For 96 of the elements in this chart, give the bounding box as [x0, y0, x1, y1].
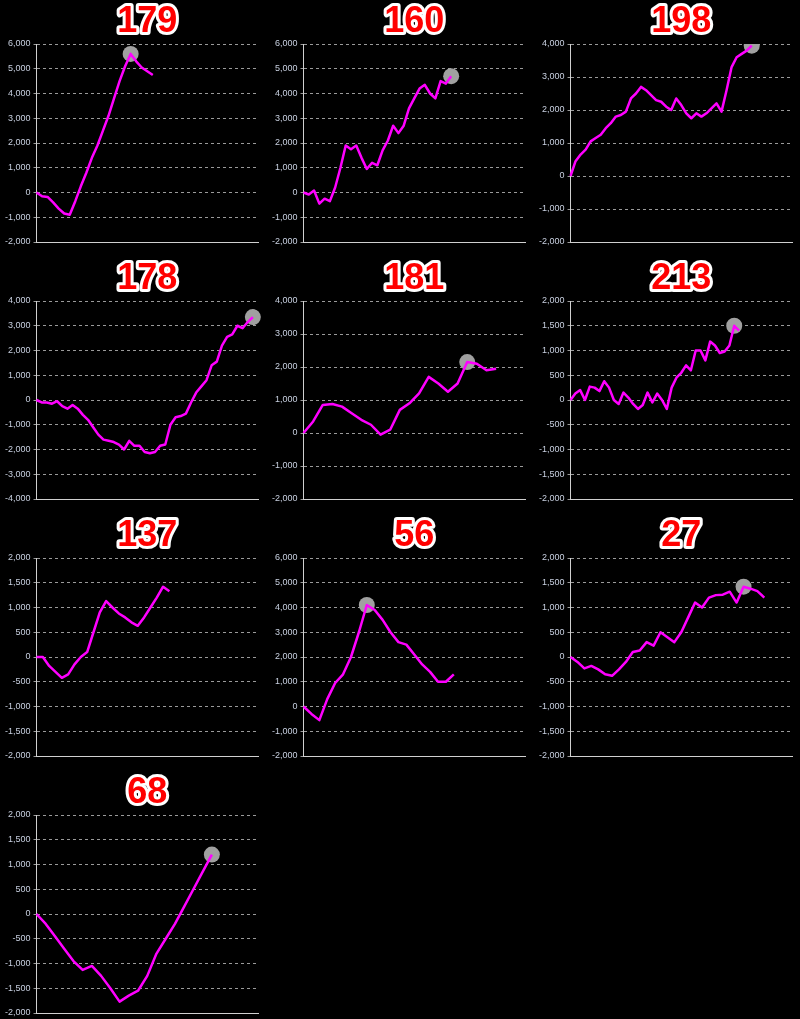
chart-title: 178: [117, 255, 178, 297]
y-tick-label: 0: [559, 170, 565, 181]
y-tick-label: -500: [546, 676, 565, 687]
y-tick-label: 4,000: [7, 295, 31, 306]
y-tick-label: -2,000: [4, 750, 31, 761]
y-tick-label: 0: [25, 394, 31, 405]
y-tick-label: -1,500: [4, 725, 31, 736]
y-tick-label: 3,000: [274, 328, 298, 339]
y-tick-label: 3,000: [7, 112, 31, 123]
y-tick-label: 4,000: [274, 601, 298, 612]
y-tick-label: 0: [292, 427, 298, 438]
y-tick-label: 1,000: [274, 394, 298, 405]
y-tick-label: 4,000: [274, 87, 298, 98]
y-tick-label: -1,500: [538, 468, 565, 479]
y-tick-label: -1,000: [4, 700, 31, 711]
y-tick-label: -1,000: [538, 443, 565, 454]
y-tick-label: 4,000: [7, 87, 31, 98]
y-tick-label: 3,000: [274, 112, 298, 123]
y-tick-label: -2,000: [4, 443, 31, 454]
y-tick-label: -2,000: [271, 493, 298, 504]
y-tick-label: 1,000: [7, 601, 31, 612]
y-tick-label: -1,500: [538, 725, 565, 736]
y-tick-label: 1,000: [541, 601, 565, 612]
y-tick-label: 0: [25, 186, 31, 197]
chart-title: 213: [651, 255, 712, 297]
y-tick-label: -500: [12, 676, 31, 687]
y-tick-label: 0: [292, 186, 298, 197]
y-tick-label: 4,000: [274, 295, 298, 306]
y-tick-label: 1,000: [7, 369, 31, 380]
y-tick-label: -500: [546, 419, 565, 430]
y-tick-label: 6,000: [7, 38, 31, 49]
y-tick-label: 0: [559, 651, 565, 662]
chart-title: 181: [384, 255, 445, 297]
y-tick-label: 0: [559, 394, 565, 405]
y-tick-label: -1,500: [4, 982, 31, 993]
y-tick-label: 2,000: [7, 344, 31, 355]
y-tick-label: 0: [25, 651, 31, 662]
y-tick-label: 1,500: [541, 577, 565, 588]
y-tick-label: 6,000: [274, 38, 298, 49]
y-tick-label: -2,000: [538, 236, 565, 247]
y-tick-label: 3,000: [7, 320, 31, 331]
chart-title: 68: [127, 769, 168, 811]
y-tick-label: 1,500: [7, 834, 31, 845]
y-tick-label: -2,000: [4, 1007, 31, 1018]
y-tick-label: 5,000: [274, 577, 298, 588]
chart-title: 27: [661, 512, 702, 554]
y-tick-label: 500: [15, 883, 31, 894]
y-tick-label: 2,000: [541, 295, 565, 306]
y-tick-label: 2,000: [7, 809, 31, 820]
y-tick-label: 5,000: [274, 63, 298, 74]
y-tick-label: 4,000: [541, 38, 565, 49]
y-tick-label: 1,000: [274, 162, 298, 173]
y-tick-label: -1,000: [271, 460, 298, 471]
y-tick-label: -1,000: [271, 211, 298, 222]
y-tick-label: 1,000: [7, 162, 31, 173]
y-tick-label: -1,000: [538, 203, 565, 214]
y-tick-label: -2,000: [4, 236, 31, 247]
y-tick-label: -1,000: [538, 700, 565, 711]
y-tick-label: -2,000: [538, 493, 565, 504]
y-tick-label: 2,000: [7, 137, 31, 148]
y-tick-label: -1,000: [271, 725, 298, 736]
y-tick-label: 1,500: [7, 577, 31, 588]
y-tick-label: 2,000: [7, 552, 31, 563]
y-tick-label: -1,000: [4, 957, 31, 968]
y-tick-label: 6,000: [274, 552, 298, 563]
y-tick-label: 5,000: [7, 63, 31, 74]
y-tick-label: 1,000: [541, 344, 565, 355]
y-tick-label: 0: [25, 908, 31, 919]
chart-title: 160: [384, 0, 445, 40]
chart-title: 179: [117, 0, 178, 40]
y-tick-label: 500: [549, 369, 565, 380]
y-tick-label: 2,000: [541, 104, 565, 115]
y-tick-label: 1,000: [541, 137, 565, 148]
y-tick-label: 2,000: [274, 361, 298, 372]
y-tick-label: -2,000: [271, 236, 298, 247]
chart-title: 56: [394, 512, 435, 554]
y-tick-label: 0: [292, 700, 298, 711]
y-tick-label: -2,000: [271, 750, 298, 761]
y-tick-label: -4,000: [4, 493, 31, 504]
chart-title: 137: [117, 512, 178, 554]
y-tick-label: 2,000: [541, 552, 565, 563]
y-tick-label: 3,000: [274, 626, 298, 637]
y-tick-label: 2,000: [274, 651, 298, 662]
y-tick-label: 500: [549, 626, 565, 637]
y-tick-label: 1,500: [541, 320, 565, 331]
y-tick-label: 1,000: [274, 676, 298, 687]
y-tick-label: 3,000: [541, 71, 565, 82]
chart-title: 198: [651, 0, 712, 40]
y-tick-label: -500: [12, 933, 31, 944]
y-tick-label: -2,000: [538, 750, 565, 761]
y-tick-label: -1,000: [4, 419, 31, 430]
y-tick-label: -1,000: [4, 211, 31, 222]
y-tick-label: -3,000: [4, 468, 31, 479]
y-tick-label: 500: [15, 626, 31, 637]
y-tick-label: 1,000: [7, 858, 31, 869]
y-tick-label: 2,000: [274, 137, 298, 148]
